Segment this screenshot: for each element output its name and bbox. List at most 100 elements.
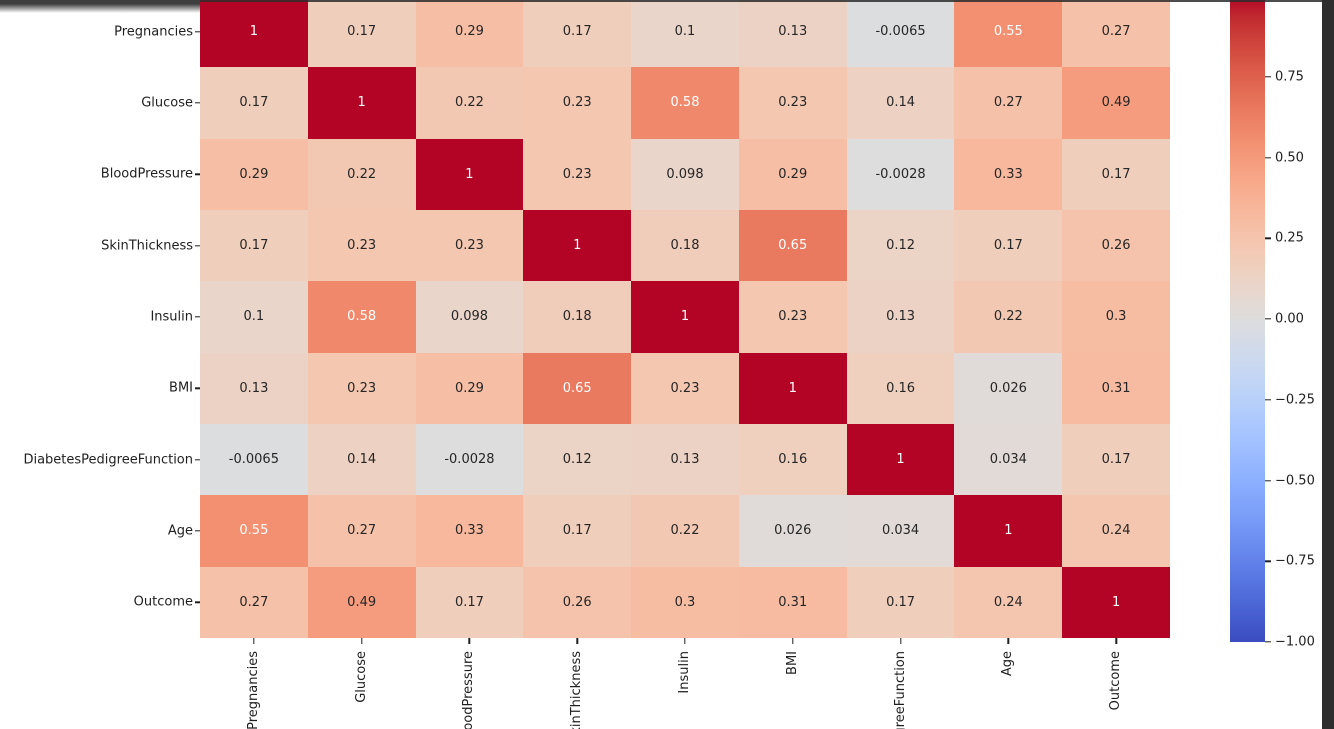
- cell-value: 0.14: [886, 95, 916, 111]
- heatmap-cell: 1: [1062, 566, 1170, 638]
- heatmap-cell: 0.13: [846, 281, 955, 353]
- window-top-edge: [0, 0, 1334, 2]
- cell-value: 0.65: [778, 238, 808, 254]
- heatmap-cell: 0.17: [307, 0, 416, 68]
- cell-value: 0.23: [454, 238, 484, 254]
- heatmap-cell: 0.33: [954, 138, 1063, 210]
- cell-value: 0.49: [1101, 95, 1131, 111]
- colorbar-tick-mark: [1265, 560, 1271, 562]
- heatmap-cell: 1: [415, 138, 524, 210]
- cell-value: 0.026: [989, 380, 1027, 396]
- heatmap-cell: 0.026: [738, 495, 847, 567]
- colorbar-tick-mark: [1265, 399, 1271, 401]
- cell-value: 1: [249, 24, 259, 40]
- heatmap-cell: 1: [523, 210, 632, 282]
- y-tick-label: Insulin: [150, 309, 193, 325]
- cell-value: 0.098: [450, 309, 489, 325]
- heatmap-cell: 0.17: [523, 495, 632, 567]
- colorbar-tick-label: −0.50: [1275, 473, 1315, 488]
- heatmap-cell: 0.27: [954, 67, 1063, 139]
- heatmap-cell: 0.14: [307, 424, 416, 496]
- heatmap-cell: 0.23: [738, 67, 847, 139]
- window-top-left-shadow: [0, 0, 200, 13]
- cell-value: 0.18: [670, 238, 700, 254]
- heatmap-cell: 0.034: [846, 495, 955, 567]
- y-tick-label: Pregnancies: [114, 24, 193, 40]
- colorbar-tick-label: −0.75: [1275, 553, 1315, 569]
- cell-value: 0.22: [993, 309, 1023, 325]
- cell-value: 0.23: [562, 95, 592, 111]
- cell-value: 0.17: [562, 24, 592, 40]
- cell-value: 0.27: [1101, 24, 1131, 40]
- cell-value: 1: [1111, 594, 1121, 610]
- cell-value: 0.17: [562, 523, 592, 539]
- x-tick-mark: [253, 638, 255, 644]
- cell-value: 0.13: [778, 24, 808, 40]
- cell-value: 0.16: [886, 380, 916, 396]
- heatmap-cell: -0.0028: [415, 424, 524, 496]
- heatmap-cell: 0.49: [307, 566, 416, 638]
- x-tick-label: Pregnancies: [245, 651, 261, 729]
- cell-value: 0.27: [347, 523, 377, 539]
- heatmap-cell: 0.16: [738, 424, 847, 496]
- cell-value: 0.13: [670, 452, 700, 468]
- heatmap-cell: 0.22: [954, 281, 1063, 353]
- cell-value: 0.33: [993, 166, 1023, 182]
- cell-value: 0.58: [347, 309, 377, 325]
- heatmap-cell: 1: [307, 67, 416, 139]
- cell-value: 0.17: [239, 95, 269, 111]
- colorbar-tick-label: 0.25: [1275, 230, 1304, 246]
- cell-value: 0.3: [674, 594, 696, 610]
- y-tick-label: SkinThickness: [101, 238, 193, 254]
- y-tick-mark: [195, 601, 200, 604]
- y-tick-mark: [195, 244, 200, 247]
- cell-value: 0.23: [670, 380, 700, 396]
- y-tick-mark: [195, 458, 200, 461]
- heatmap-grid: 1 0.17 0.29 0.17 0.1 0.13 -0.0065 0.55 0.27 0.17 1…: [200, 0, 1170, 638]
- x-tick-label: BloodPressure: [461, 651, 477, 729]
- heatmap-cell: 0.22: [415, 67, 524, 139]
- heatmap-cell: 0.27: [1062, 0, 1170, 68]
- heatmap-cell: 0.49: [1062, 67, 1170, 139]
- colorbar-tick-label: 0.00: [1275, 311, 1304, 327]
- heatmap-cell: 0.17: [415, 566, 524, 638]
- y-tick-mark: [195, 173, 200, 176]
- cell-value: 0.29: [778, 166, 808, 182]
- heatmap-cell: 0.23: [631, 352, 739, 424]
- heatmap-cell: 0.12: [523, 424, 632, 496]
- cell-value: 0.3: [1105, 309, 1127, 325]
- x-tick-label: Insulin: [677, 651, 692, 694]
- heatmap-cell: 0.13: [631, 424, 739, 496]
- heatmap-cell: 1: [738, 352, 847, 424]
- cell-value: 0.23: [778, 95, 808, 111]
- y-tick-label: Glucose: [141, 95, 193, 111]
- cell-value: 0.29: [454, 24, 484, 40]
- cell-value: 0.12: [562, 452, 592, 468]
- heatmap-cell: 0.26: [1062, 210, 1170, 282]
- cell-value: 0.24: [1101, 523, 1131, 539]
- colorbar-tick-mark: [1265, 156, 1271, 159]
- cell-value: 0.16: [778, 452, 808, 468]
- heatmap-cell: 0.17: [1062, 138, 1170, 210]
- heatmap-cell: 0.23: [523, 67, 632, 139]
- x-tick-mark: [684, 638, 686, 644]
- cell-value: 0.034: [989, 452, 1027, 468]
- cell-value: 0.58: [670, 95, 700, 111]
- heatmap-cell: 0.31: [1062, 352, 1170, 424]
- heatmap-cell: 0.14: [846, 67, 955, 139]
- cell-value: 0.13: [886, 309, 916, 325]
- heatmap-cell: 0.16: [846, 352, 955, 424]
- window-right-edge-bar: [1322, 0, 1334, 729]
- cell-value: 0.034: [881, 523, 920, 539]
- cell-value: 0.31: [778, 594, 808, 610]
- heatmap-cell: 1: [846, 424, 955, 496]
- cell-value: 0.33: [454, 523, 484, 539]
- heatmap-cell: 0.18: [523, 281, 632, 353]
- x-tick-mark: [468, 638, 471, 644]
- heatmap-cell: 0.1: [200, 281, 308, 353]
- heatmap-cell: 0.098: [631, 138, 739, 210]
- cell-value: 1: [896, 452, 905, 468]
- cell-value: 0.18: [562, 309, 592, 325]
- heatmap-cell: 0.23: [738, 281, 847, 353]
- cell-value: 0.55: [239, 523, 269, 539]
